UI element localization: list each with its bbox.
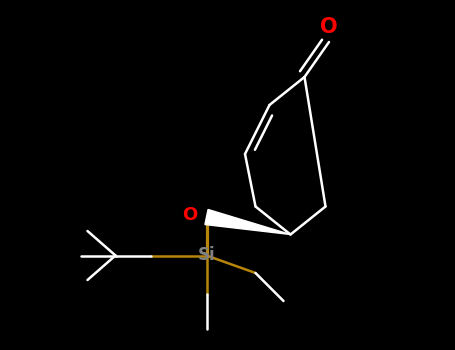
Text: O: O <box>320 17 338 37</box>
Polygon shape <box>205 209 290 234</box>
Text: Si: Si <box>197 246 215 265</box>
Text: O: O <box>182 206 198 224</box>
